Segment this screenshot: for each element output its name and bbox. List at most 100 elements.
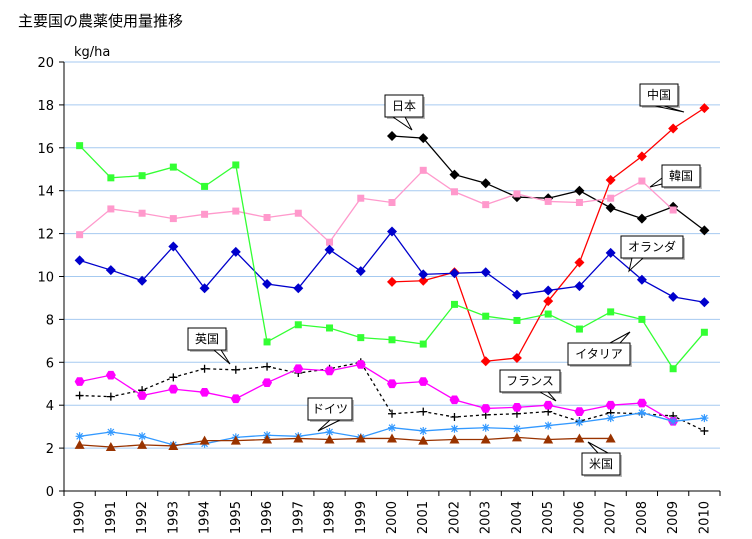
- data-point: [605, 433, 616, 443]
- x-tick-label: 2007: [604, 501, 619, 534]
- data-point: [107, 174, 115, 182]
- data-point: [544, 421, 553, 430]
- data-point: [699, 225, 710, 236]
- data-point: [324, 366, 335, 376]
- series-label-callout: 英国: [187, 327, 231, 365]
- data-point: [105, 442, 116, 452]
- data-point: [263, 214, 271, 222]
- data-point: [230, 394, 241, 404]
- data-point: [449, 395, 460, 405]
- series-オランダ: [74, 226, 710, 308]
- data-point: [699, 103, 710, 114]
- data-point: [326, 324, 334, 332]
- data-point: [357, 334, 365, 342]
- series-line: [79, 169, 674, 244]
- data-point: [388, 336, 396, 344]
- x-tick-label: 2006: [572, 501, 587, 534]
- data-point: [513, 190, 521, 198]
- data-point: [138, 432, 147, 441]
- data-point: [355, 360, 366, 369]
- series-label-callout: 中国: [639, 83, 685, 113]
- data-point: [324, 244, 335, 255]
- x-tick-label: 1992: [135, 501, 150, 534]
- data-point: [575, 198, 583, 206]
- data-point: [169, 373, 178, 382]
- data-point: [137, 275, 148, 286]
- data-point: [637, 408, 646, 417]
- data-point: [606, 414, 615, 423]
- data-point: [262, 434, 273, 444]
- data-point: [387, 131, 397, 142]
- data-point: [232, 207, 240, 215]
- data-point: [450, 300, 458, 308]
- data-point: [544, 197, 552, 205]
- series-name-label: 日本: [392, 99, 416, 113]
- x-tick-label: 1994: [198, 501, 213, 534]
- data-point: [636, 398, 647, 408]
- series-label-callout: イタリア: [567, 331, 632, 367]
- y-tick-label: 8: [46, 313, 54, 328]
- series-name-label: 中国: [647, 87, 671, 102]
- data-point: [355, 433, 366, 443]
- data-point: [76, 142, 84, 150]
- data-point: [388, 423, 396, 432]
- data-point: [199, 435, 210, 445]
- data-point: [324, 434, 335, 444]
- series-name-label: ドイツ: [312, 402, 348, 416]
- data-point: [387, 433, 397, 443]
- x-tick-label: 2004: [510, 501, 525, 534]
- series-name-label: イタリア: [575, 347, 623, 361]
- data-point: [263, 338, 271, 346]
- data-point: [574, 407, 585, 416]
- callout-box: [620, 235, 684, 259]
- callout-pointer: [628, 257, 645, 273]
- data-point: [231, 365, 240, 374]
- data-point: [388, 198, 396, 206]
- data-point: [638, 177, 646, 185]
- data-point: [325, 428, 334, 437]
- data-point: [418, 435, 429, 445]
- series-label-callout: ドイツ: [307, 397, 354, 432]
- data-point: [262, 378, 273, 388]
- data-point: [419, 407, 428, 416]
- data-point: [669, 417, 678, 426]
- data-point: [138, 172, 146, 180]
- callout-pointer: [538, 391, 557, 402]
- data-point: [512, 424, 521, 433]
- data-point: [74, 439, 85, 449]
- data-point: [480, 434, 491, 444]
- callout-box: [499, 369, 561, 393]
- data-point: [449, 268, 460, 279]
- data-point: [669, 206, 677, 214]
- callout-pointer: [212, 349, 231, 365]
- data-point: [293, 433, 304, 443]
- data-point: [168, 384, 179, 394]
- y-axis-unit-label: kg/ha: [74, 45, 110, 60]
- data-point: [574, 433, 585, 443]
- data-point: [200, 364, 209, 373]
- data-point: [482, 312, 490, 320]
- data-point: [544, 310, 552, 318]
- series-name-label: フランス: [506, 374, 554, 388]
- series-label-callout: オランダ: [620, 235, 685, 273]
- x-tick-label: 2002: [447, 501, 462, 534]
- data-point: [75, 432, 84, 441]
- data-point: [480, 404, 491, 413]
- x-tick-label: 1990: [73, 501, 88, 534]
- data-point: [450, 188, 458, 196]
- y-tick-label: 16: [37, 142, 54, 157]
- data-point: [294, 321, 302, 329]
- series-英国: [75, 358, 709, 435]
- series-韓国: [76, 166, 677, 246]
- series-name-label: 米国: [589, 457, 613, 471]
- x-tick-label: 2001: [416, 501, 431, 534]
- data-point: [574, 185, 585, 196]
- y-tick-label: 20: [37, 56, 54, 71]
- data-point: [480, 267, 491, 278]
- data-point: [388, 409, 396, 418]
- data-point: [293, 283, 304, 294]
- y-tick-label: 2: [46, 442, 54, 457]
- series-label-callout: 米国: [581, 441, 622, 477]
- data-point: [511, 353, 522, 364]
